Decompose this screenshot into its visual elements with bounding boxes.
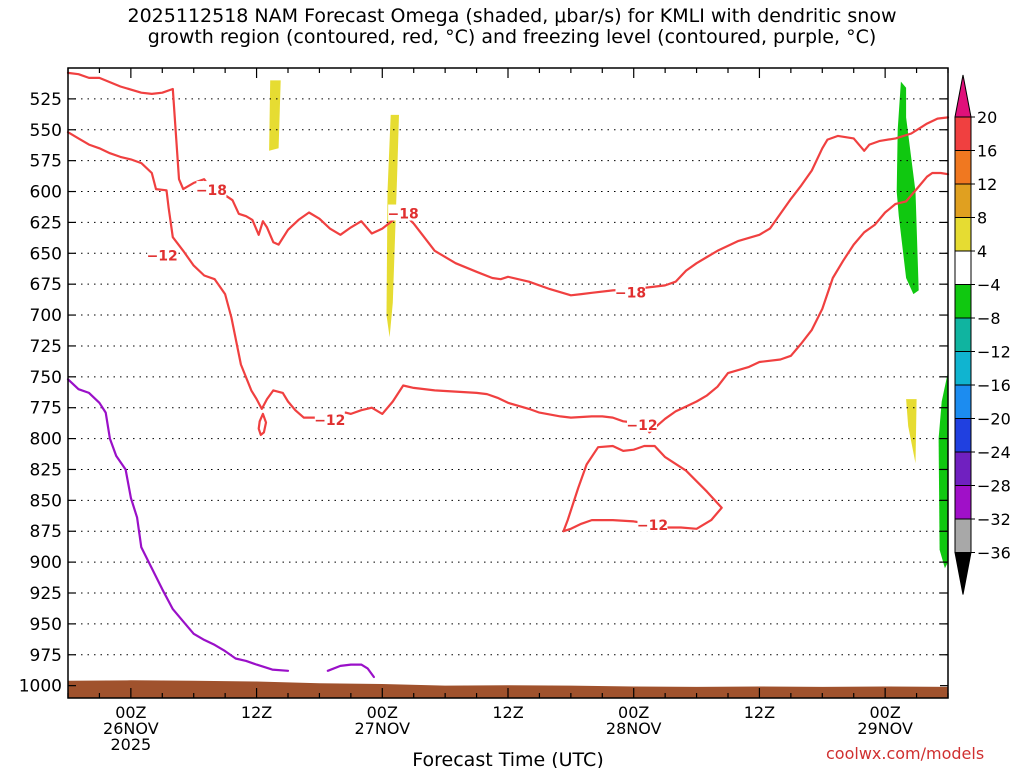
contour-label: −12 — [314, 413, 345, 429]
colorbar-label: 12 — [977, 175, 997, 194]
omega-shading-layer — [269, 80, 948, 569]
y-tick-label: 775 — [30, 399, 62, 419]
y-tick-label: 925 — [30, 584, 62, 604]
x-tick-label: 00Z — [618, 703, 649, 722]
title-line-1: 2025112518 NAM Forecast Omega (shaded, μ… — [127, 5, 897, 27]
colorbar-bin — [954, 384, 972, 419]
y-tick-label: 950 — [30, 615, 62, 635]
colorbar-bin — [954, 485, 972, 520]
colorbar-bin — [954, 116, 972, 151]
y-tick-label: 750 — [30, 368, 62, 388]
colorbar-label: −16 — [977, 376, 1011, 395]
contour-label-bg — [147, 246, 178, 263]
colorbar-bin — [954, 317, 972, 352]
x-axis-title: Forecast Time (UTC) — [412, 749, 603, 768]
y-tick-label: 975 — [30, 646, 62, 666]
y-tick-label: 550 — [30, 121, 62, 141]
colorbar-label: −24 — [977, 443, 1011, 462]
contour-label: −12 — [637, 518, 668, 534]
colorbar-label: 8 — [977, 209, 987, 228]
contour-label-bg — [314, 410, 345, 427]
x-tick-label: 00Z — [115, 703, 146, 722]
colorbar-bin — [954, 284, 972, 319]
y-tick-label: 1000 — [19, 677, 62, 697]
contour-label-bg — [388, 204, 419, 221]
contour-label-bg — [615, 283, 646, 300]
x-tick-label: 28NOV — [606, 719, 662, 738]
contour-label-layer: −18 −18 −18 −12 −12 −12 −12 — [147, 181, 668, 534]
colorbar-bin — [954, 250, 972, 285]
colorbar-label: −36 — [977, 544, 1011, 563]
colorbar-label: −32 — [977, 510, 1011, 529]
x-tick-label: 12Z — [744, 703, 775, 722]
colorbar-bin — [954, 217, 972, 252]
y-tick-label: 825 — [30, 460, 62, 480]
x-tick-label: 2025 — [110, 735, 151, 754]
y-tick-label: 700 — [30, 306, 62, 326]
y-axis: 525 550 575 600 625 650 675 700 725 750 775 800 825 8… — [19, 90, 948, 697]
colorbar-bin — [954, 518, 972, 553]
x-tick-label: 27NOV — [354, 719, 410, 738]
colorbar-label: −8 — [977, 309, 1001, 328]
omega-region-downward-motion-1 — [896, 81, 919, 295]
y-tick-label: 600 — [30, 183, 62, 203]
x-tick-label: 12Z — [492, 703, 523, 722]
colorbar-label: −28 — [977, 477, 1011, 496]
y-tick-label: 850 — [30, 491, 62, 511]
colorbar-label: 4 — [977, 242, 987, 261]
contour-label: −18 — [388, 207, 419, 223]
y-tick-label: 625 — [30, 213, 62, 233]
credit-text: coolwx.com/models — [826, 744, 985, 763]
y-tick-label: 675 — [30, 275, 62, 295]
contour-label-bg — [196, 181, 227, 198]
contour-label: −12 — [626, 418, 657, 434]
x-tick-label: 26NOV — [103, 719, 159, 738]
colorbar-label: −20 — [977, 410, 1011, 429]
y-tick-label: 575 — [30, 152, 62, 172]
colorbar-bottom-arrow — [954, 552, 972, 595]
contour-label-bg — [627, 415, 657, 432]
contour-label-bg — [637, 515, 668, 532]
y-tick-label: 900 — [30, 553, 62, 573]
colorbar-bin — [954, 183, 972, 218]
contour-dgz-minus12-mid — [66, 131, 950, 434]
y-tick-label: 650 — [30, 244, 62, 264]
colorbar-bin — [954, 150, 972, 185]
omega-region-upward-motion-2 — [386, 114, 399, 338]
colorbar-label: 20 — [977, 108, 997, 127]
chart-title: 2025112518 NAM Forecast Omega (shaded, μ… — [0, 6, 1024, 48]
colorbar-label: −4 — [977, 276, 1001, 295]
contour-freezing-level — [66, 378, 290, 672]
y-tick-label: 875 — [30, 522, 62, 542]
colorbar-label: −12 — [977, 343, 1011, 362]
contour-label: −12 — [147, 249, 178, 265]
contour-layer — [66, 71, 950, 679]
contour-dgz-minus12-loop-lower — [562, 444, 723, 533]
contour-freezing-level-bump — [326, 663, 375, 679]
x-tick-label: 29NOV — [857, 719, 913, 738]
omega-region-upward-motion-3 — [906, 399, 917, 464]
colorbar-bin — [954, 418, 972, 453]
colorbar-bin — [954, 451, 972, 486]
colorbar: 20 16 12 8 4 −4 −8 −12 −16 −20 −24 −28 −32 −36 — [954, 74, 1011, 595]
x-tick-label: 00Z — [869, 703, 900, 722]
title-line-2: growth region (contoured, red, °C) and f… — [147, 26, 877, 48]
y-tick-label: 525 — [30, 90, 62, 110]
omega-region-upward-motion-1 — [269, 80, 281, 151]
x-tick-label: 00Z — [367, 703, 398, 722]
contour-label: −18 — [615, 286, 646, 302]
contour-dgz-minus12-loop-small — [257, 412, 268, 436]
x-tick-label: 12Z — [241, 703, 272, 722]
contour-label: −18 — [196, 183, 227, 199]
colorbar-label: 16 — [977, 142, 997, 161]
y-tick-label: 725 — [30, 337, 62, 357]
omega-region-downward-motion-2 — [938, 371, 948, 569]
colorbar-top-arrow — [954, 74, 972, 118]
colorbar-bin — [954, 351, 972, 386]
y-tick-label: 800 — [30, 430, 62, 450]
